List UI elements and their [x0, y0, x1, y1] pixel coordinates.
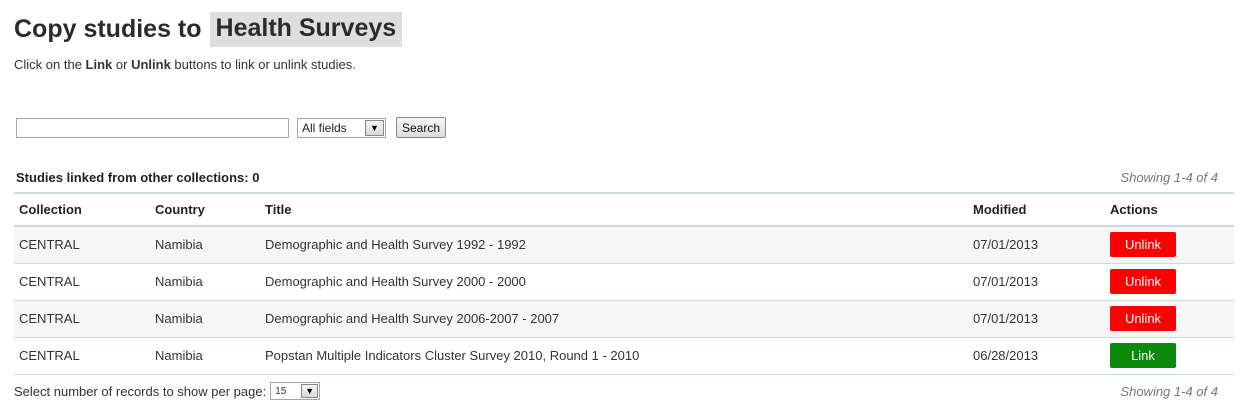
search-button[interactable]: Search: [396, 117, 447, 138]
cell-actions: Unlink: [1105, 263, 1234, 301]
search-bar: All fields ▼ Search: [16, 117, 447, 138]
table-row: CENTRAL Namibia Demographic and Health S…: [14, 263, 1234, 301]
page-title-prefix: Copy studies to: [14, 14, 202, 43]
table-header-row: Collection Country Title Modified Action…: [14, 192, 1234, 227]
cell-title: Demographic and Health Survey 1992 - 199…: [260, 226, 968, 264]
cell-country: Namibia: [150, 263, 260, 301]
column-header-collection[interactable]: Collection: [14, 192, 150, 227]
cell-country: Namibia: [150, 226, 260, 264]
cell-actions: Link: [1105, 337, 1234, 375]
unlink-button[interactable]: Unlink: [1110, 269, 1176, 294]
search-field-select[interactable]: All fields ▼: [297, 117, 386, 138]
per-page-value: 15: [275, 385, 287, 397]
cell-modified: 07/01/2013: [968, 300, 1105, 338]
showing-count-top: Showing 1-4 of 4: [1120, 169, 1218, 185]
cell-modified: 07/01/2013: [968, 263, 1105, 301]
cell-modified: 07/01/2013: [968, 226, 1105, 264]
cell-collection: CENTRAL: [14, 337, 150, 375]
cell-country: Namibia: [150, 337, 260, 375]
page-title: Copy studies to Health Surveys: [14, 10, 403, 48]
column-header-actions: Actions: [1105, 192, 1234, 227]
column-header-title[interactable]: Title: [260, 192, 968, 227]
search-field-selected: All fields: [302, 120, 347, 135]
cell-modified: 06/28/2013: [968, 337, 1105, 375]
unlink-button[interactable]: Unlink: [1110, 306, 1176, 331]
instructions-part3: buttons to link or unlink studies.: [170, 57, 356, 72]
column-header-country[interactable]: Country: [150, 192, 260, 227]
instructions-link-word: Link: [85, 57, 113, 72]
cell-collection: CENTRAL: [14, 263, 150, 301]
cell-title: Demographic and Health Survey 2000 - 200…: [260, 263, 968, 301]
table-row: CENTRAL Namibia Demographic and Health S…: [14, 226, 1234, 264]
studies-table: Collection Country Title Modified Action…: [14, 192, 1234, 375]
per-page-label: Select number of records to show per pag…: [14, 383, 267, 399]
footer-row: Select number of records to show per pag…: [14, 381, 1234, 401]
column-header-modified[interactable]: Modified: [968, 192, 1105, 227]
per-page-select[interactable]: 15 ▼: [270, 382, 321, 400]
link-button[interactable]: Link: [1110, 343, 1176, 368]
search-input[interactable]: [16, 117, 289, 138]
cell-actions: Unlink: [1105, 226, 1234, 264]
cell-title: Demographic and Health Survey 2006-2007 …: [260, 300, 968, 338]
instructions-text: Click on the Link or Unlink buttons to l…: [14, 57, 356, 72]
cell-collection: CENTRAL: [14, 226, 150, 264]
chevron-down-icon[interactable]: ▼: [301, 384, 319, 398]
chevron-down-icon[interactable]: ▼: [365, 119, 384, 136]
table-row: CENTRAL Namibia Popstan Multiple Indicat…: [14, 337, 1234, 375]
instructions-part1: Click on the: [14, 57, 86, 72]
per-page-control: Select number of records to show per pag…: [14, 382, 321, 400]
cell-actions: Unlink: [1105, 300, 1234, 338]
table-row: CENTRAL Namibia Demographic and Health S…: [14, 300, 1234, 338]
summary-row: Studies linked from other collections: 0…: [14, 167, 1234, 187]
cell-title: Popstan Multiple Indicators Cluster Surv…: [260, 337, 968, 375]
cell-collection: CENTRAL: [14, 300, 150, 338]
instructions-part2: or: [112, 57, 132, 72]
cell-country: Namibia: [150, 300, 260, 338]
collection-name: Health Surveys: [209, 11, 403, 47]
linked-count-label: Studies linked from other collections: 0: [16, 169, 260, 185]
showing-count-bottom: Showing 1-4 of 4: [1120, 383, 1218, 399]
instructions-unlink-word: Unlink: [131, 57, 171, 72]
unlink-button[interactable]: Unlink: [1110, 232, 1176, 258]
